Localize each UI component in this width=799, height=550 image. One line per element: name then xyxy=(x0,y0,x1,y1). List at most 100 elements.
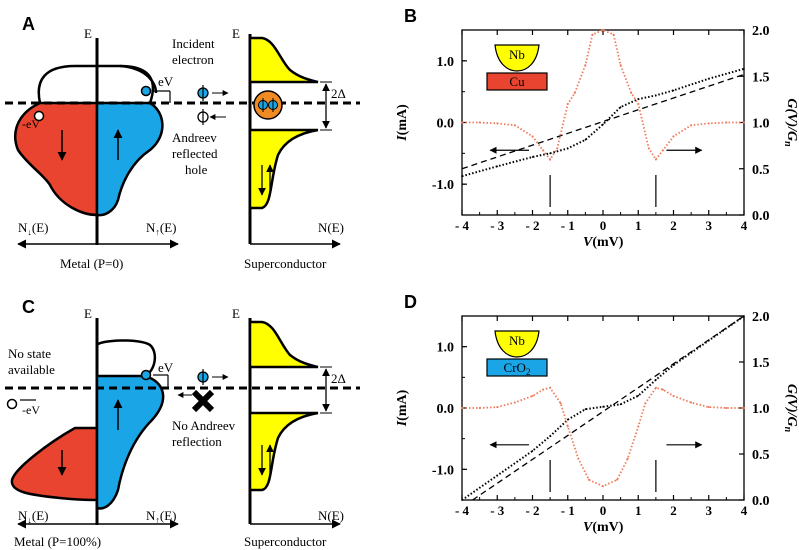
conductance-point xyxy=(549,386,552,389)
y-axis-var: I xyxy=(395,135,410,142)
metal-a-spin-up-band xyxy=(95,101,164,217)
conductance-point xyxy=(619,64,622,67)
x-tick-label: - 2 xyxy=(525,503,539,518)
x-tick-label: - 4 xyxy=(455,218,470,233)
metal-a-e-label: E xyxy=(84,26,92,41)
n-up-label-a: N↑(E) xyxy=(146,220,177,237)
iv-point xyxy=(549,152,551,155)
metal-c-spin-down-band xyxy=(10,426,99,502)
no-state-1: No state xyxy=(8,346,51,361)
conductance-point xyxy=(661,388,664,391)
hole-dot-c-icon xyxy=(6,398,18,410)
inset-bottom-label: Cu xyxy=(509,74,525,89)
conductance-point xyxy=(591,33,594,36)
inset-base xyxy=(486,358,548,377)
iv-point xyxy=(655,378,657,381)
sc-c-e-label: E xyxy=(232,306,240,321)
panel-c: C E eV -eV No state available No Andreev… xyxy=(5,297,360,549)
inset-bottom-sub: 2 xyxy=(526,367,531,377)
metal-c-e-label: E xyxy=(84,306,92,321)
panel-c-letter: C xyxy=(22,297,35,317)
conductance-point xyxy=(496,122,499,125)
inset-tip-icon xyxy=(494,44,540,72)
iv-point xyxy=(743,315,745,317)
x-tick-label: - 3 xyxy=(490,218,505,233)
conductance-point xyxy=(549,158,552,161)
metal-c-spin-up-band xyxy=(95,374,165,510)
panel-d-chart: D - 4 - 3 - 2 - 1 0 1 2 3 4 1.0 0.0 -1.0 0.0 0.5 1.0 1.5… xyxy=(395,292,799,535)
sc-c-upper-band xyxy=(248,320,319,369)
x-axis-label: V(mV) xyxy=(583,520,624,535)
iv-point xyxy=(496,165,499,168)
y-axis-label: I(mA) xyxy=(395,389,410,427)
conductance-point xyxy=(672,135,675,138)
conductance-point xyxy=(587,478,590,481)
conductance-point xyxy=(661,149,664,152)
y2-tick-label: 0.0 xyxy=(752,494,770,509)
metal-caption-c: Metal (P=100%) xyxy=(14,534,101,549)
panel-b-chart: B - 4 - 3 - 2 - 1 0 1 2 3 4 1.0 0.0 -1.0 0.0 0.5 1.0 1.5… xyxy=(395,6,799,250)
conductance-point xyxy=(626,457,629,460)
conductance-point xyxy=(542,388,545,391)
iv-point xyxy=(566,147,569,150)
conductance-point xyxy=(690,401,693,404)
y2-axis-sub: n xyxy=(782,141,793,147)
conductance-point xyxy=(602,29,604,31)
conductance-point xyxy=(647,147,650,150)
y2-axis-sub: n xyxy=(782,427,793,433)
inset-bottom-main: Cu xyxy=(509,74,525,89)
andreev-label-1: Andreev xyxy=(172,130,217,145)
hole-dot-icon xyxy=(33,110,45,122)
iv-point xyxy=(619,106,622,108)
conductance-point xyxy=(672,395,675,398)
sc-a-e-label: E xyxy=(232,26,240,41)
iv-point xyxy=(549,435,551,438)
y2-tick-label: 0.5 xyxy=(752,163,770,178)
conductance-point xyxy=(637,103,640,105)
inset-tip-icon xyxy=(494,330,540,358)
iv-point xyxy=(602,405,604,408)
panel-letter: D xyxy=(404,292,417,312)
iv-point xyxy=(743,68,745,70)
conductance-point xyxy=(496,406,499,409)
y-axis-unit: (mA) xyxy=(395,104,410,135)
y2-tick-label: 2.0 xyxy=(752,310,770,325)
iv-point xyxy=(672,364,675,366)
andreev-label-2: reflected xyxy=(172,146,218,161)
x-tick-label: - 4 xyxy=(455,503,470,518)
n-up-label-c: N↑(E) xyxy=(146,508,177,525)
iv-point xyxy=(496,474,499,477)
conductance-point xyxy=(542,149,545,152)
x-tick-label: 2 xyxy=(670,503,677,518)
conductance-point xyxy=(531,135,534,138)
y-tick-label: -1.0 xyxy=(432,178,454,193)
conductance-point xyxy=(630,91,633,94)
iv-point xyxy=(637,394,640,397)
conductance-curve xyxy=(462,386,744,488)
sc-a-upper-band xyxy=(248,36,319,84)
x-tick-label: 0 xyxy=(600,503,607,518)
y-axis-label: I(mA) xyxy=(395,104,410,142)
x-tick-label: 4 xyxy=(741,218,748,233)
conductance-point xyxy=(654,386,657,389)
conductance-point xyxy=(478,121,481,124)
sc-caption-a: Superconductor xyxy=(244,256,327,271)
x-tick-label: - 1 xyxy=(561,503,575,518)
ohmic-line xyxy=(472,315,745,501)
gap-label-a: 2Δ xyxy=(331,86,346,101)
x-tick-label: - 1 xyxy=(561,218,575,233)
y-tick-label: 0.0 xyxy=(437,117,455,132)
no-andreev-2: reflection xyxy=(172,434,222,449)
conductance-point xyxy=(602,485,604,488)
x-axis-var: V xyxy=(583,235,594,250)
y-axis-unit: (mA) xyxy=(395,389,410,420)
conductance-point xyxy=(566,425,569,428)
conductance-point xyxy=(725,121,728,124)
y2-axis-main: G(V)/G xyxy=(784,98,799,141)
y2-tick-label: 1.5 xyxy=(752,356,770,371)
conductance-point xyxy=(743,121,745,124)
conductance-point xyxy=(584,64,587,67)
y-tick-label: 1.0 xyxy=(437,341,455,356)
iv-point xyxy=(707,77,710,80)
